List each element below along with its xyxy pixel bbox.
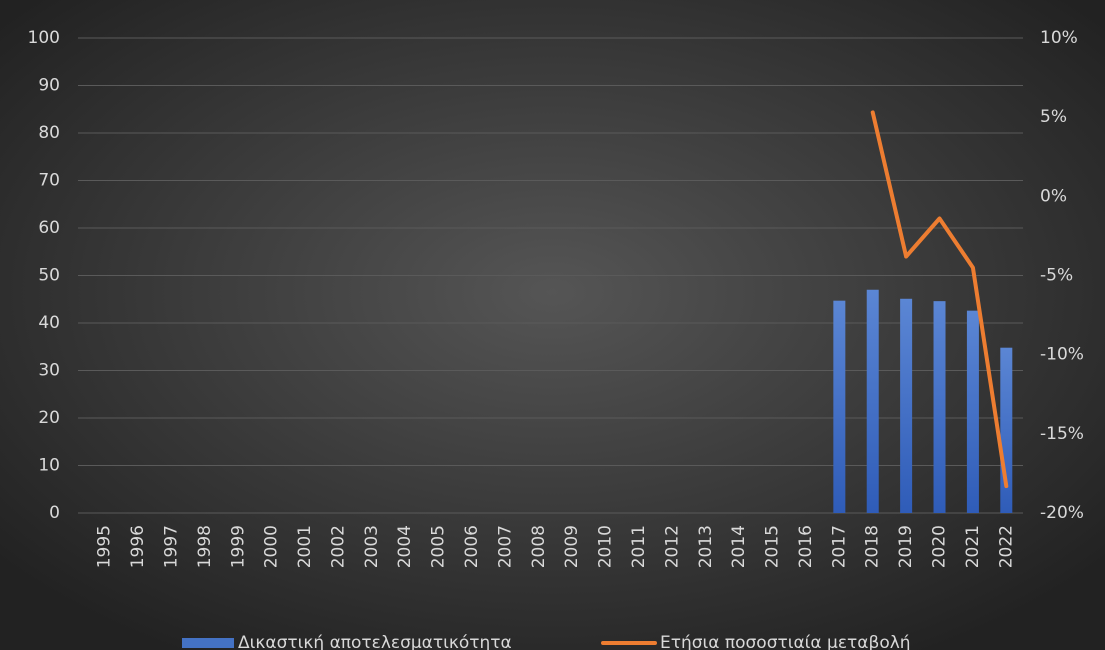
x-tick-label: 2020: [930, 525, 950, 568]
y-tick-label: 80: [38, 123, 60, 143]
y2-tick-label: -10%: [1040, 345, 1084, 365]
y-tick-label: 30: [38, 361, 60, 381]
x-tick-label: 2006: [462, 525, 482, 568]
y2-tick-label: -15%: [1040, 424, 1084, 444]
legend-swatch: [182, 638, 234, 648]
y-tick-label: 10: [38, 456, 60, 476]
x-tick-label: 2003: [362, 525, 382, 568]
y-tick-label: 60: [38, 218, 60, 238]
x-tick-label: 2005: [429, 525, 449, 568]
y-tick-label: 100: [28, 28, 60, 48]
bar: [833, 300, 846, 513]
bar: [966, 310, 979, 513]
bar: [1000, 347, 1013, 513]
x-tick-label: 2018: [863, 525, 883, 568]
bar: [866, 289, 879, 513]
x-tick-label: 2010: [596, 525, 616, 568]
x-tick-label: 1995: [95, 525, 115, 568]
x-tick-label: 2013: [696, 525, 716, 568]
x-tick-label: 1998: [195, 525, 215, 568]
bar: [933, 301, 946, 513]
x-tick-label: 2009: [562, 525, 582, 568]
y2-tick-label: 5%: [1040, 107, 1067, 127]
y-tick-label: 70: [38, 171, 60, 191]
legend-label: Δικαστική αποτελεσματικότητα: [238, 633, 512, 650]
line: [870, 110, 1009, 489]
x-tick-label: 2011: [629, 525, 649, 568]
y-tick-label: 0: [49, 503, 60, 523]
x-tick-label: 2002: [328, 525, 348, 568]
x-tick-label: 2019: [896, 525, 916, 568]
x-tick-label: 2016: [796, 525, 816, 568]
bar: [900, 298, 913, 513]
x-tick-label: 1996: [128, 525, 148, 568]
y-tick-label: 20: [38, 408, 60, 428]
x-tick-label: 2008: [529, 525, 549, 568]
y2-tick-label: -5%: [1040, 266, 1073, 286]
y-tick-label: 50: [38, 266, 60, 286]
x-tick-label: 2017: [829, 525, 849, 568]
y2-tick-label: -20%: [1040, 503, 1084, 523]
legend-label: Ετήσια ποσοστιαία μεταβολή: [660, 633, 911, 650]
y2-tick-label: 10%: [1040, 28, 1078, 48]
x-tick-label: 2014: [729, 525, 749, 568]
x-tick-label: 2012: [662, 525, 682, 568]
x-tick-label: 2007: [495, 525, 515, 568]
x-tick-label: 1999: [228, 525, 248, 568]
x-tick-label: 2021: [963, 525, 983, 568]
x-tick-label: 2001: [295, 525, 315, 568]
x-tick-label: 1997: [161, 525, 181, 568]
x-tick-label: 2000: [262, 525, 282, 568]
x-tick-label: 2015: [763, 525, 783, 568]
y-tick-label: 90: [38, 76, 60, 96]
y-tick-label: 40: [38, 313, 60, 333]
x-tick-label: 2022: [996, 525, 1016, 568]
y2-tick-label: 0%: [1040, 186, 1067, 206]
x-tick-label: 2004: [395, 525, 415, 568]
